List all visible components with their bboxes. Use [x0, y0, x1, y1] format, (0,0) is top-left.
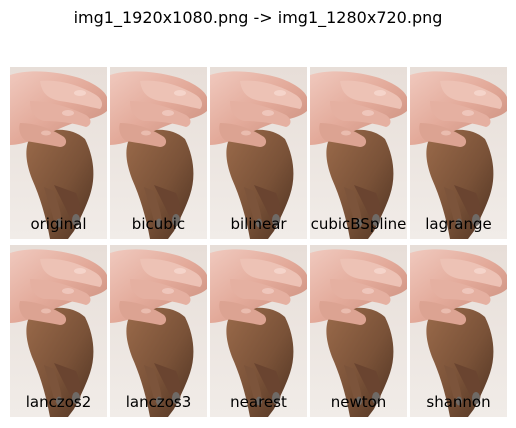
panel-label: cubicBSpline	[310, 215, 407, 233]
panel-nearest: nearest	[210, 245, 307, 417]
panel-label: nearest	[230, 393, 287, 411]
panel-label: lagrange	[425, 215, 492, 233]
panel-label: lanczos2	[25, 393, 92, 411]
hand-photo	[10, 67, 107, 239]
hand-photo	[210, 67, 307, 239]
panel-bilinear: bilinear	[210, 67, 307, 239]
hand-photo	[110, 245, 207, 417]
hand-photo	[410, 67, 507, 239]
panel-lanczos3: lanczos3	[110, 245, 207, 417]
panel-cubicbspline: cubicBSpline	[310, 67, 407, 239]
hand-photo	[310, 245, 407, 417]
image-grid: original bicubic bilinear cubicBSpline l…	[10, 67, 507, 417]
hand-photo	[210, 245, 307, 417]
panel-bicubic: bicubic	[110, 67, 207, 239]
panel-shannon: shannon	[410, 245, 507, 417]
panel-label: bilinear	[230, 215, 287, 233]
panel-label: shannon	[426, 393, 491, 411]
panel-lagrange: lagrange	[410, 67, 507, 239]
panel-newton: newton	[310, 245, 407, 417]
panel-label: newton	[330, 393, 387, 411]
figure-title: img1_1920x1080.png -> img1_1280x720.png	[73, 8, 443, 27]
panel-label: lanczos3	[125, 393, 192, 411]
panel-original: original	[10, 67, 107, 239]
hand-photo	[10, 245, 107, 417]
panel-lanczos2: lanczos2	[10, 245, 107, 417]
hand-photo	[310, 67, 407, 239]
hand-photo	[410, 245, 507, 417]
panel-label: bicubic	[131, 215, 186, 233]
panel-label: original	[30, 215, 87, 233]
hand-photo	[110, 67, 207, 239]
